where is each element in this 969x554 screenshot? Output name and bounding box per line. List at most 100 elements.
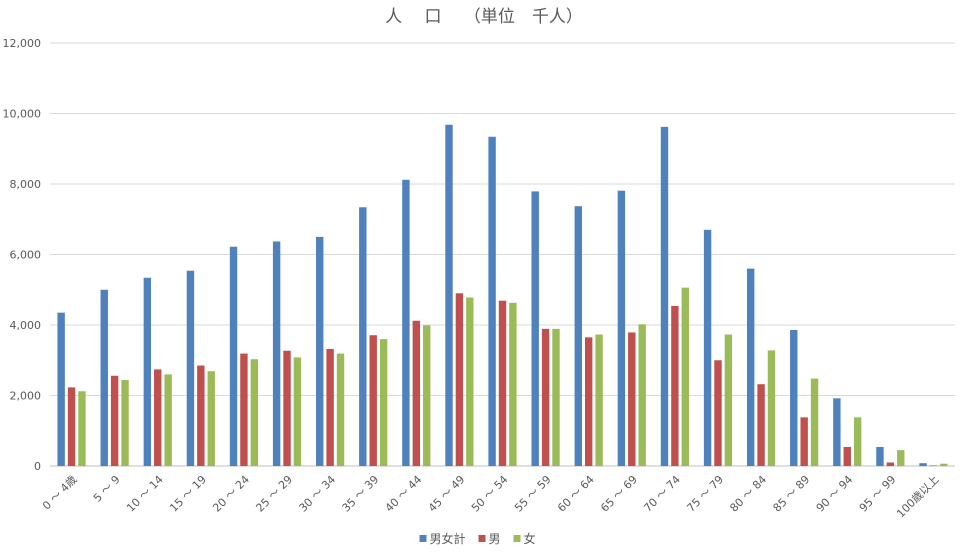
y-tick-label: 2,000 <box>10 390 42 403</box>
bar <box>767 350 776 466</box>
legend-swatch <box>513 535 521 542</box>
x-tick-label: 85 ～ 89 <box>771 473 813 515</box>
bar <box>790 329 798 466</box>
bar <box>757 384 765 466</box>
x-tick-label: 55 ～ 59 <box>512 473 554 515</box>
x-tick-label: 70 ～ 74 <box>641 473 683 515</box>
bar <box>283 350 291 466</box>
bar <box>197 365 205 466</box>
bar <box>886 462 895 466</box>
y-axis-tick-labels: 0 2,000 4,000 6,000 8,000 10,000 12,000 <box>3 37 42 473</box>
bar <box>671 305 679 466</box>
x-tick-label: 5 ～ 9 <box>91 473 123 505</box>
x-tick-label: 75 ～ 79 <box>684 473 726 515</box>
bar <box>628 332 636 466</box>
bar <box>359 207 367 466</box>
x-tick-label: 100歳以上 <box>894 473 941 520</box>
y-tick-label: 0 <box>34 460 41 473</box>
x-tick-label: 15 ～ 19 <box>167 473 209 515</box>
bar <box>498 300 507 466</box>
legend-label: 女 <box>524 531 536 546</box>
x-tick-label: 10 ～ 14 <box>124 473 166 515</box>
bar <box>293 357 302 466</box>
bar <box>574 206 582 466</box>
bar <box>488 136 496 466</box>
x-tick-label: 95 ～ 99 <box>857 473 899 515</box>
x-tick-label: 0 ～ 4歳 <box>40 473 80 513</box>
bar <box>240 353 248 466</box>
bar <box>272 241 281 466</box>
bar <box>379 339 388 466</box>
bar <box>897 450 905 466</box>
bar <box>833 398 841 466</box>
x-tick-label: 50 ～ 54 <box>469 473 511 515</box>
bar <box>714 360 722 466</box>
bar <box>326 348 334 466</box>
bar <box>810 378 819 466</box>
bar <box>531 191 539 466</box>
y-tick-label: 12,000 <box>3 37 42 50</box>
bar <box>552 328 560 466</box>
bar <box>143 277 152 466</box>
bar <box>541 328 550 466</box>
bar <box>919 463 927 466</box>
bar <box>154 369 162 466</box>
bar <box>466 297 474 466</box>
bar <box>940 463 948 466</box>
x-tick-label: 40 ～ 44 <box>383 473 425 515</box>
bar <box>843 446 851 466</box>
bar <box>336 353 345 466</box>
bar <box>445 124 453 466</box>
bar <box>369 335 377 466</box>
bar <box>638 324 646 466</box>
x-tick-label: 35 ～ 39 <box>340 473 382 515</box>
bar <box>67 387 76 466</box>
bar <box>876 446 884 466</box>
bar <box>412 320 421 466</box>
legend-label: 男 <box>489 532 501 546</box>
x-tick-label: 30 ～ 34 <box>297 473 339 515</box>
bar <box>584 337 593 466</box>
x-tick-label: 90 ～ 94 <box>814 473 856 515</box>
bar <box>929 465 938 466</box>
bar <box>100 289 108 466</box>
bars <box>57 124 948 467</box>
x-tick-label: 80 ～ 84 <box>727 473 769 515</box>
bar <box>250 359 259 466</box>
bar <box>746 268 755 466</box>
bar <box>78 391 86 466</box>
legend-label: 男女計 <box>430 531 466 546</box>
x-tick-label: 25 ～ 29 <box>253 473 295 515</box>
x-axis-tick-labels: 0 ～ 4歳 5 ～ 9 10 ～ 14 15 ～ 19 20 ～ 24 25 ～ 29 3… <box>40 473 942 520</box>
bar <box>423 325 431 466</box>
bar <box>207 371 215 466</box>
y-tick-label: 4,000 <box>10 319 42 332</box>
bar <box>186 270 195 466</box>
x-tick-label: 65 ～ 69 <box>598 473 640 515</box>
y-tick-label: 10,000 <box>3 108 42 121</box>
x-tick-label: 60 ～ 64 <box>555 473 597 515</box>
bar <box>455 293 464 466</box>
bar <box>164 374 172 466</box>
bar <box>229 246 238 466</box>
bar <box>121 379 129 466</box>
x-tick-label: 20 ～ 24 <box>210 473 252 515</box>
bar <box>724 334 733 466</box>
bar <box>703 229 712 466</box>
y-tick-label: 6,000 <box>10 249 42 262</box>
legend-swatch <box>478 535 486 542</box>
legend-swatch <box>419 535 427 542</box>
bar <box>617 190 626 466</box>
bar <box>681 287 689 466</box>
x-tick-label: 45 ～ 49 <box>426 473 468 515</box>
bar <box>853 417 862 466</box>
bar <box>402 179 410 466</box>
bar <box>595 334 603 466</box>
bar <box>509 302 517 466</box>
bar <box>110 375 119 466</box>
bar <box>57 312 65 466</box>
y-tick-label: 8,000 <box>10 178 42 191</box>
chart-title: 人 口 （単位 千人） <box>385 7 583 27</box>
